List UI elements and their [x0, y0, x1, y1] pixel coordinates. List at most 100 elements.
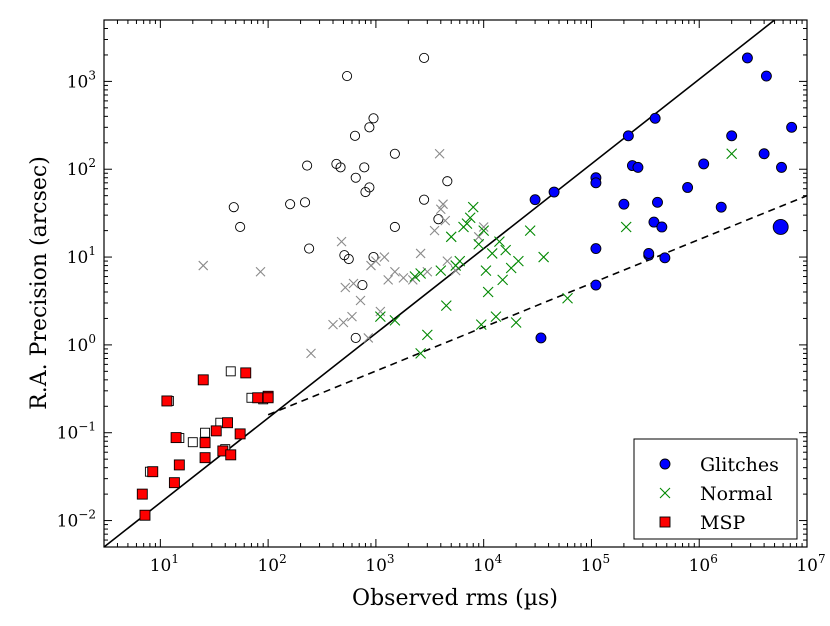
normal-point: [461, 218, 473, 230]
legend-entry-msp: MSP: [659, 512, 745, 534]
glitch-point: [590, 279, 602, 291]
open-circle-point: [389, 148, 400, 159]
msp-point: [197, 374, 209, 386]
glitch-point: [652, 196, 663, 208]
normal-point: [467, 201, 479, 213]
legend-label: MSP: [700, 512, 745, 534]
gray-x-point: [383, 274, 394, 285]
legend-entry-normal: Normal: [659, 483, 773, 505]
glitch-point: [772, 219, 789, 235]
glitch-point: [648, 216, 660, 228]
normal-point: [562, 292, 573, 304]
normal-point: [480, 265, 492, 277]
msp-point: [199, 452, 211, 464]
normal-point: [510, 317, 522, 328]
legend: Glitches Normal MSP: [633, 438, 798, 540]
glitch-point: [535, 332, 547, 344]
gray-x-point: [363, 333, 374, 343]
glitch-point: [741, 52, 753, 64]
gray-x-point: [306, 348, 316, 359]
dashed-fit-line: [267, 194, 807, 416]
legend-glitches-marker: [659, 458, 671, 470]
gray-x-point: [435, 204, 446, 215]
gray-x-point: [255, 266, 266, 277]
glitch-point: [698, 158, 710, 170]
y-axis-title: R.A. Precision (arcsec): [27, 156, 52, 410]
open-circle-point: [235, 221, 246, 233]
open-circle-point: [342, 71, 353, 82]
gray-x-point: [478, 222, 489, 232]
open-circle-point: [389, 221, 400, 233]
open-circle-point: [350, 172, 361, 183]
gray-x-point: [338, 317, 349, 328]
normal-point: [409, 271, 421, 282]
open-circle-point: [442, 176, 453, 187]
x-axis-title: Observed rms (µs): [352, 586, 558, 611]
open-circle-point: [368, 252, 379, 263]
glitch-point: [758, 148, 770, 160]
msp-point: [139, 509, 151, 521]
normal-point: [486, 248, 498, 259]
msp-point: [222, 417, 233, 429]
glitch-point: [548, 186, 560, 198]
msp-point: [210, 425, 222, 437]
glitch-point: [649, 112, 661, 124]
legend-normal-marker: [659, 487, 671, 499]
msp-point: [240, 367, 252, 379]
gray-x-point: [440, 215, 451, 226]
normal-point: [421, 329, 433, 341]
open-square-point: [225, 366, 236, 377]
open-square-point: [200, 427, 211, 438]
glitch-point: [682, 182, 694, 193]
normal-point: [464, 212, 476, 224]
normal-point: [478, 225, 490, 237]
legend-msp-marker: [659, 516, 671, 528]
open-circle-point: [228, 202, 239, 213]
glitch-point: [622, 130, 634, 142]
x-tick-label: 105: [581, 552, 610, 576]
gray-x-point: [389, 266, 400, 277]
glitch-point: [590, 177, 602, 189]
normal-point: [524, 225, 536, 237]
gray-x-point: [422, 266, 433, 277]
normal-point: [497, 274, 509, 286]
gray-x-point: [434, 148, 445, 159]
normal-point: [440, 300, 452, 312]
normal-point: [445, 231, 457, 243]
axis-ticks: [103, 19, 808, 548]
open-circle-point: [302, 160, 313, 171]
normal-point: [473, 238, 485, 250]
y-tick-label: 102: [67, 156, 96, 180]
x-tick-label: 103: [365, 552, 394, 576]
msp-point: [136, 488, 148, 500]
glitch-point: [715, 201, 727, 213]
gray-x-point: [371, 256, 381, 266]
gray-x-point: [442, 256, 453, 266]
legend-label: Glitches: [700, 454, 779, 476]
y-tick-label: 100: [67, 332, 96, 356]
msp-point: [252, 392, 264, 404]
glitch-point: [618, 198, 630, 210]
open-square-point: [187, 437, 198, 448]
glitch-point: [529, 194, 541, 206]
open-circle-point: [299, 197, 311, 208]
open-circle-point: [364, 122, 375, 133]
legend-entries: Glitches Normal MSP: [659, 454, 779, 534]
normal-point: [415, 268, 427, 279]
open-circle-point: [419, 194, 430, 205]
y-tick-label: 101: [67, 244, 96, 268]
x-tick-label: 101: [150, 552, 179, 576]
y-tick-label: 10−2: [57, 508, 96, 532]
series-glitches: [529, 52, 798, 344]
msp-point: [173, 459, 185, 471]
gray-x-point: [328, 319, 338, 330]
gray-x-point: [340, 282, 351, 293]
open-circle-point: [304, 243, 315, 254]
open-circle-point: [350, 332, 361, 343]
open-circle-point: [343, 253, 354, 265]
open-circle-point: [433, 214, 444, 225]
msp-point: [225, 449, 237, 461]
axis-tick-labels: 101 102 103 104 105 106 107 10−2 10−1 100 101 102 10…: [57, 68, 826, 576]
gray-x-point: [355, 295, 366, 306]
open-circle-point: [357, 280, 368, 291]
